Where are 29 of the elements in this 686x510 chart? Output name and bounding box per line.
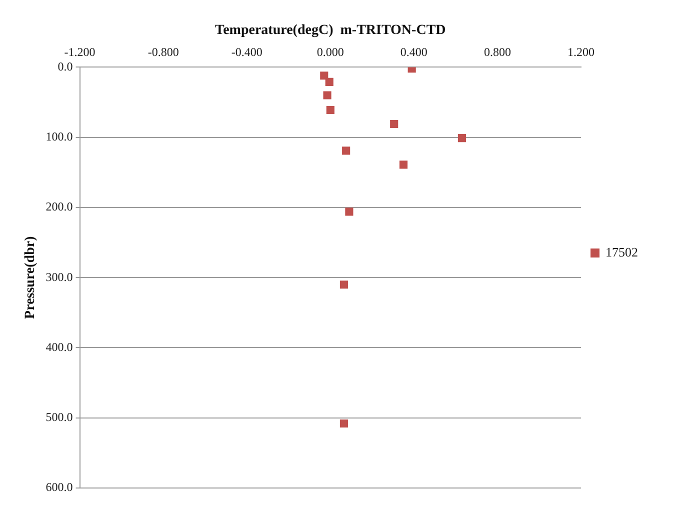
point	[458, 134, 466, 142]
point	[323, 91, 332, 100]
point	[345, 208, 354, 216]
x-tick-label: -0.400	[231, 45, 262, 60]
y-tick-label: 200.0	[46, 200, 73, 214]
point	[342, 146, 350, 155]
point	[408, 67, 416, 73]
x-tick-label: 1.200	[568, 45, 594, 60]
legend-label: 17502	[606, 244, 638, 260]
point	[340, 419, 348, 428]
point	[340, 280, 348, 289]
point	[399, 160, 408, 169]
y-tick-label: 300.0	[46, 270, 73, 284]
x-tick-label: 0.000	[316, 45, 344, 60]
x-axis-title: Temperature(degC) m-TRITON-CTD	[215, 23, 446, 38]
x-tick-label: 0.400	[400, 45, 428, 60]
y-axis-title: Pressure(dbr)	[23, 236, 38, 319]
y-tick-label: 400.0	[46, 340, 73, 354]
y-tick-label: 0.0	[58, 59, 73, 74]
y-tick-label: 600.0	[46, 480, 73, 494]
point	[320, 72, 328, 80]
point	[325, 78, 334, 86]
x-tick-label: 0.800	[484, 45, 511, 60]
point	[326, 106, 334, 114]
x-tick-label: -0.800	[148, 45, 179, 60]
point	[390, 120, 398, 128]
y-tick-label: 100.0	[46, 129, 73, 144]
y-tick-label: 500.0	[46, 410, 73, 424]
x-tick-label: -1.200	[64, 45, 96, 60]
